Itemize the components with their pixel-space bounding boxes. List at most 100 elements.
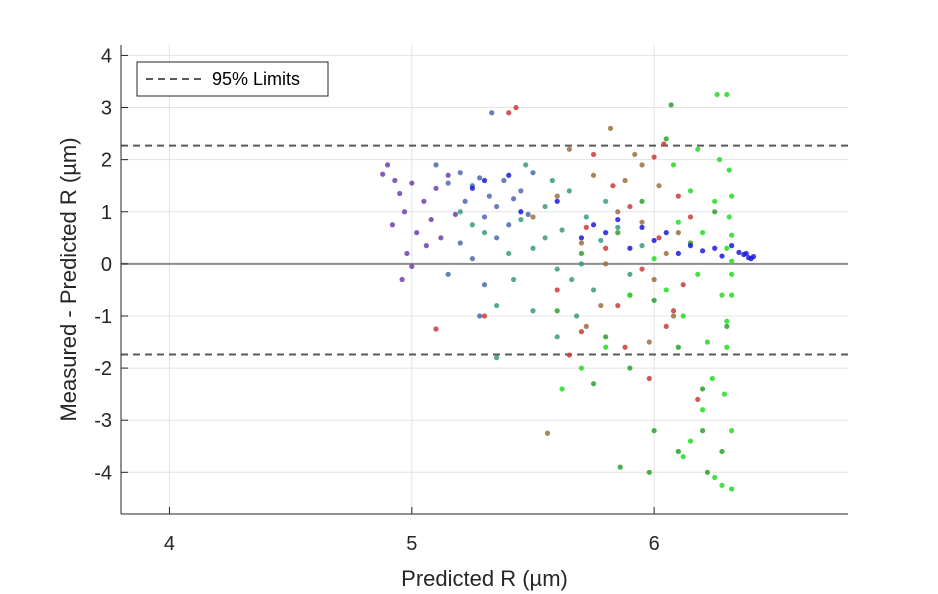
data-point [724, 245, 730, 251]
data-point [433, 326, 439, 332]
data-point [680, 313, 686, 319]
data-point [481, 214, 488, 220]
data-point [750, 253, 757, 260]
data-point [481, 177, 488, 184]
data-point [709, 375, 715, 382]
data-point [651, 297, 657, 303]
data-point [583, 224, 589, 230]
data-point [414, 230, 420, 236]
data-point [704, 469, 711, 475]
y-tick-label: -3 [94, 410, 112, 432]
data-point [590, 222, 597, 228]
data-point [700, 248, 706, 254]
data-point [729, 232, 735, 238]
data-point [518, 209, 524, 215]
data-point [610, 183, 616, 189]
data-point [397, 190, 403, 197]
data-point [617, 464, 623, 470]
data-point [695, 271, 701, 277]
data-point [506, 222, 512, 228]
data-point [569, 276, 575, 283]
data-point [469, 185, 475, 191]
data-point [651, 276, 657, 283]
data-point [719, 448, 725, 455]
data-point [477, 313, 483, 319]
reference-lines [121, 144, 848, 356]
data-point [578, 250, 585, 257]
data-point [719, 253, 725, 259]
data-point [510, 196, 517, 202]
data-point [726, 167, 732, 173]
data-point [668, 102, 674, 108]
plot-area [121, 45, 848, 514]
data-point [719, 482, 725, 488]
data-point [651, 154, 657, 160]
data-point [578, 365, 585, 371]
data-point [409, 263, 415, 270]
axes [120, 45, 848, 515]
data-point [675, 219, 681, 225]
data-point [712, 198, 718, 204]
data-point [603, 334, 609, 340]
data-point [680, 282, 686, 288]
data-point [724, 323, 730, 329]
data-point [651, 428, 657, 434]
data-point [506, 110, 512, 116]
data-point [578, 240, 585, 246]
data-point [554, 198, 560, 204]
data-point [433, 162, 439, 168]
data-point [700, 428, 706, 434]
y-tick-label: 0 [101, 254, 112, 276]
data-point [554, 334, 560, 340]
data-point [590, 287, 597, 293]
y-tick-label: 2 [101, 150, 112, 172]
data-point [729, 292, 735, 298]
y-tick-label: -2 [94, 358, 112, 380]
data-point [743, 250, 749, 257]
data-point [494, 355, 500, 361]
data-point [632, 151, 638, 158]
data-point [726, 214, 732, 220]
data-point [695, 146, 701, 152]
data-point [680, 454, 686, 460]
data-point [663, 230, 669, 236]
data-point [469, 256, 475, 262]
data-point [695, 396, 701, 402]
data-point [462, 198, 468, 204]
data-point [661, 141, 667, 147]
data-point [445, 172, 451, 178]
data-point [554, 308, 560, 314]
data-point [675, 230, 681, 236]
data-point [675, 448, 681, 455]
data-point [651, 256, 657, 262]
tick-labels: 4 5 6 -4 -3 -2 -1 0 1 2 3 4 [94, 45, 659, 555]
data-point [646, 469, 652, 475]
data-point [724, 318, 730, 324]
data-point [627, 245, 633, 251]
data-point [729, 428, 735, 434]
data-point [554, 193, 560, 199]
data-point [494, 302, 500, 309]
data-point [615, 302, 621, 309]
data-point [523, 162, 529, 168]
data-point [384, 162, 391, 168]
data-point [559, 227, 565, 233]
data-point [409, 180, 415, 186]
data-point [578, 261, 585, 267]
legend-box [136, 61, 329, 97]
data-point [622, 344, 628, 350]
data-point [501, 177, 507, 184]
data-point [646, 375, 652, 382]
data-point [445, 271, 451, 277]
x-axis-label: Predicted R (µm) [401, 566, 568, 591]
data-point [486, 193, 492, 199]
data-point [627, 292, 633, 298]
data-point [639, 266, 645, 272]
data-point [615, 230, 621, 236]
data-point [530, 245, 536, 251]
data-point [663, 323, 669, 329]
data-point [566, 146, 572, 152]
data-point [392, 177, 398, 184]
data-point [729, 243, 735, 249]
